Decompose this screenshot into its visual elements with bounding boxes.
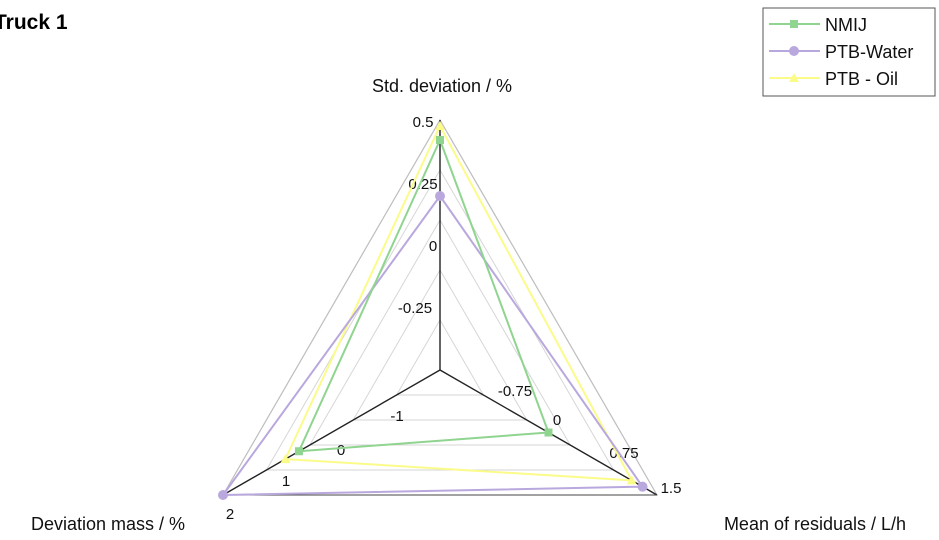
series-line (221, 194, 645, 497)
radar-axis-titles: Std. deviation / % Mean of residuals / L/… (31, 76, 906, 534)
legend: NMIJ PTB-Water PTB - Oil (762, 7, 936, 97)
tick-label: 0 (337, 442, 345, 459)
axis-spoke (222, 369, 441, 496)
data-point (544, 428, 553, 437)
tick-label: 1 (282, 473, 290, 490)
data-point (789, 73, 799, 82)
series-line (297, 137, 550, 453)
grid-ring (308, 219, 572, 446)
tick-label: 2 (226, 506, 234, 523)
series-line (283, 123, 634, 482)
data-point (789, 46, 799, 56)
axis-title: Deviation mass / % (31, 514, 185, 534)
series-ptb-water (218, 191, 648, 500)
chart-title: Truck 1 (0, 11, 68, 34)
legend-items: NMIJ PTB-Water PTB - Oil (769, 15, 913, 89)
axis-title: Std. deviation / % (372, 76, 512, 96)
data-point (637, 481, 648, 492)
grid-ring (395, 319, 485, 396)
data-point (218, 490, 228, 500)
tick-label: 0 (553, 412, 561, 429)
legend-label: PTB-Water (825, 42, 913, 62)
data-point (435, 121, 445, 130)
tick-label: -1 (390, 408, 403, 425)
tick-label: -0.75 (498, 383, 532, 400)
series-ptb-oil (280, 121, 637, 485)
series-nmij (294, 136, 553, 456)
legend-label: NMIJ (825, 15, 867, 35)
data-point (280, 454, 291, 464)
data-point (790, 20, 798, 28)
grid-ring (352, 269, 528, 421)
tick-label: 0.5 (413, 114, 434, 131)
radar-series (218, 121, 648, 500)
axis-title: Mean of residuals / L/h (724, 514, 906, 534)
data-point (294, 447, 303, 456)
tick-label: -0.25 (398, 300, 432, 317)
radar-grid (221, 118, 659, 496)
legend-label: PTB - Oil (825, 69, 898, 89)
data-point (626, 475, 637, 485)
tick-label: 1.5 (661, 480, 682, 497)
data-point (436, 136, 444, 144)
data-point (435, 191, 445, 201)
tick-label: 0 (429, 238, 437, 255)
